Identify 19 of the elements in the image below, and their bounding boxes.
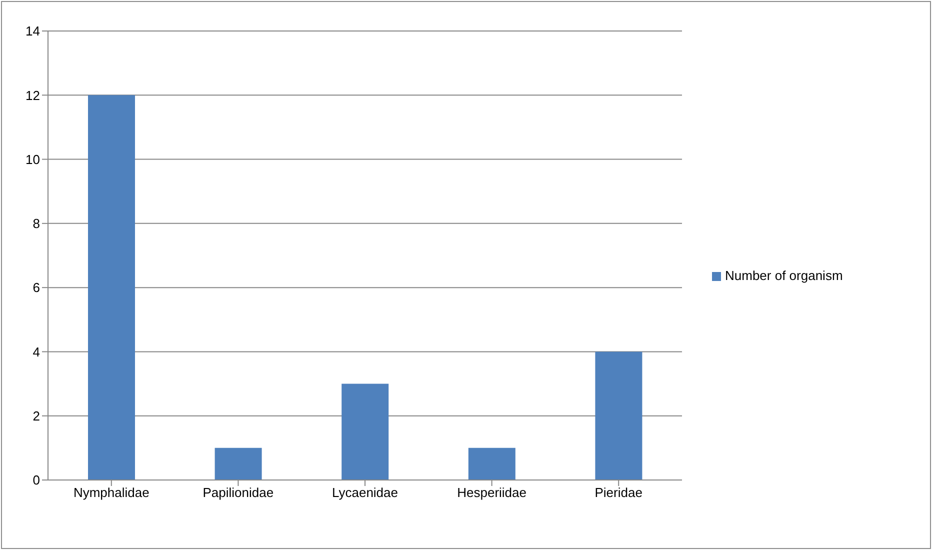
y-tick-label: 8 [32,216,40,232]
legend-label: Number of organism [725,268,843,282]
bar [88,95,135,480]
bar [214,448,262,480]
x-tick-label: Hesperiidae [457,485,526,500]
y-tick-label: 4 [32,344,40,360]
bar [595,352,642,480]
y-tick-label: 10 [26,152,40,167]
x-tick-label: Pieridae [594,485,642,500]
y-tick-label: 12 [26,88,40,103]
bar [342,384,389,480]
y-tick-label: 2 [32,408,40,424]
y-tick-label: 14 [26,24,40,39]
y-tick-label: 6 [32,280,40,296]
x-tick-label: Lycaenidae [332,485,398,500]
bar [468,448,516,480]
x-tick-label: Nymphalidae [73,485,150,500]
y-tick-label: 0 [32,472,40,488]
x-tick-label: Papilionidae [202,485,274,500]
